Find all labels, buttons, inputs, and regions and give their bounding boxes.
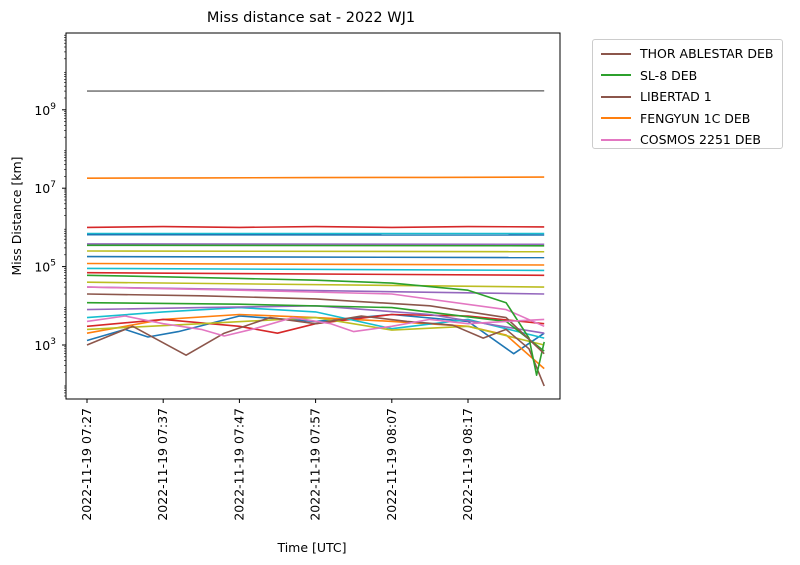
legend-swatch — [601, 52, 631, 55]
legend-label: SL-8 DEB — [640, 67, 698, 83]
series-line-thor-ablestar-deb — [86, 315, 545, 387]
y-axis-label: Miss Distance [km] — [9, 156, 24, 275]
legend-item: FENGYUN 1C DEB — [601, 108, 782, 130]
x-tick-label: 2022-11-19 07:27 — [79, 408, 94, 521]
series-line-10 — [86, 271, 545, 277]
legend-label: FENGYUN 1C DEB — [640, 110, 751, 126]
legend-swatch — [601, 117, 631, 120]
series-line-6 — [86, 250, 545, 253]
series-line-8 — [86, 262, 545, 266]
x-tick-label: 2022-11-19 08:07 — [384, 408, 399, 521]
legend-swatch — [601, 74, 631, 77]
series-line-17 — [86, 316, 545, 346]
y-tick-label: 105 — [34, 259, 56, 275]
y-tick-label: 107 — [34, 180, 56, 196]
legend-label: LIBERTAD 1 — [640, 89, 712, 105]
series-line-11 — [86, 281, 545, 288]
series-line-libertad-1 — [86, 293, 545, 355]
x-tick-label: 2022-11-19 07:37 — [155, 408, 170, 521]
x-tick-label: 2022-11-19 08:17 — [460, 408, 475, 521]
legend-item: COSMOS 2251 DEB — [601, 129, 782, 151]
legend-item: SL-8 DEB — [601, 65, 782, 87]
x-axis-label: Time [UTC] — [276, 540, 346, 555]
legend: THOR ABLESTAR DEB SL-8 DEB LIBERTAD 1 FENGY… — [592, 39, 783, 149]
chart-title: Miss distance sat - 2022 WJ1 — [207, 10, 415, 26]
y-tick-label: 109 — [34, 102, 56, 118]
legend-item: LIBERTAD 1 — [601, 86, 782, 108]
series-line-16 — [86, 306, 545, 339]
plot-frame — [65, 32, 561, 400]
series-line-9 — [86, 267, 545, 272]
legend-label: COSMOS 2251 DEB — [640, 132, 761, 148]
series-line-fengyun-1c-deb — [86, 176, 545, 179]
x-axis: 2022-11-19 07:27 2022-11-19 07:37 2022-11-… — [79, 399, 475, 521]
y-tick-label: 103 — [34, 337, 56, 353]
legend-swatch — [601, 138, 631, 141]
legend-swatch — [601, 95, 631, 98]
y-axis: 103 105 107 109 — [34, 34, 66, 397]
series-line-19 — [86, 301, 545, 352]
series-line-sl-8-deb — [86, 274, 545, 377]
plot-area — [65, 32, 561, 400]
legend-label: THOR ABLESTAR DEB — [640, 46, 774, 62]
series-line-7 — [86, 255, 545, 259]
series-line-5 — [86, 244, 545, 247]
x-tick-label: 2022-11-19 07:47 — [231, 408, 246, 521]
series-line-1 — [86, 225, 545, 229]
series-line-cosmos-2251-deb — [86, 315, 545, 337]
legend-item: THOR ABLESTAR DEB — [601, 43, 782, 65]
series-line-20 — [86, 286, 545, 328]
series-layer — [86, 90, 545, 387]
x-tick-label: 2022-11-19 07:57 — [308, 408, 323, 521]
